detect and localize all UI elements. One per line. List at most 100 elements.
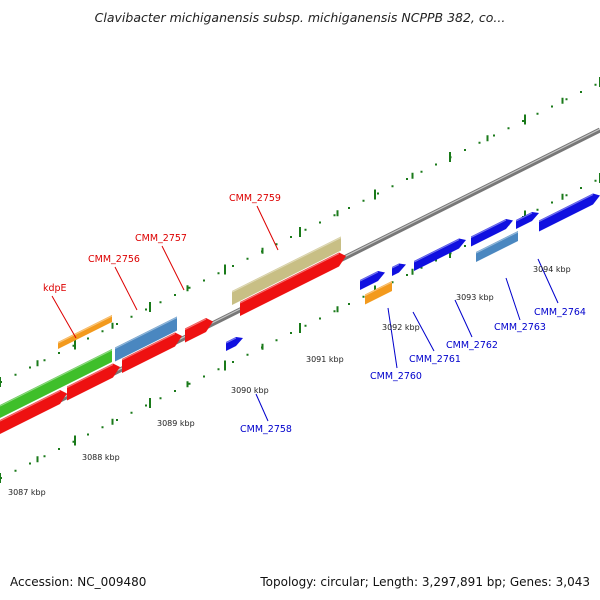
gene-arrow-rev-2[interactable] (471, 219, 513, 247)
scale-dot (406, 178, 408, 180)
gene-arrow-CMM_2759b-highlight (239, 253, 340, 304)
gene-label-CMM_2761[interactable]: CMM_2761 (409, 354, 461, 365)
gene-arrow-red-1-highlight (0, 390, 61, 422)
kbp-tick-label: 3094 kbp (533, 265, 571, 274)
scale-dot (72, 440, 75, 443)
label-leader-line (256, 205, 279, 251)
scale-dot (188, 382, 191, 385)
scale-dot (217, 272, 220, 275)
scale-dot (580, 91, 582, 93)
scale-dot (174, 390, 176, 392)
gene-arrow-rev-3[interactable] (516, 212, 539, 229)
gene-arrow-CMM_2758[interactable] (226, 337, 243, 351)
scale-dot (348, 207, 350, 209)
gene-bar-kdpE[interactable] (58, 315, 112, 349)
gene-features[interactable] (0, 193, 600, 435)
scale-dot (348, 303, 350, 305)
scale-dot (101, 426, 104, 429)
scale-dot (145, 404, 147, 407)
kbp-tick-labels: 3087 kbp 3088 kbp 3089 kbp 3090 kbp 3091 kbp… (8, 265, 571, 497)
accession-text: Accession: NC_009480 (10, 575, 147, 589)
scale-dot (565, 194, 568, 197)
map-title: Clavibacter michiganensis subsp. michiga… (94, 10, 506, 25)
label-leader-line (412, 311, 435, 352)
gene-bar-CMM_2756[interactable] (115, 316, 177, 362)
scale-dot (87, 433, 89, 436)
scale-dot (203, 279, 205, 282)
scale-dot (130, 411, 133, 414)
label-leader-line (161, 245, 185, 291)
scale-dot (565, 98, 568, 101)
gene-arrow-red-4[interactable] (185, 318, 213, 343)
gene-label-CMM_2759[interactable]: CMM_2759 (229, 193, 281, 204)
scale-dot (14, 373, 17, 376)
scale-dot (391, 281, 394, 284)
gene-arrow-red-2-highlight (66, 364, 114, 388)
gene-label-CMM_2760[interactable]: CMM_2760 (370, 371, 422, 382)
scale-dot (275, 339, 278, 342)
scale-dot (290, 332, 292, 334)
gene-bar-CMM_2756-highlight (114, 317, 178, 349)
scale-dot (159, 397, 162, 400)
scale-dot (594, 83, 597, 86)
label-leader-line (114, 266, 138, 311)
gene-label-kdpE[interactable]: kdpE (43, 283, 67, 294)
gene-label-CMM_2763[interactable]: CMM_2763 (494, 322, 546, 333)
scale-dot (29, 366, 31, 369)
gene-arrow-red-4-highlight (184, 318, 207, 330)
scale-dot (203, 375, 205, 378)
gene-bar-CMM_2760-highlight (364, 281, 393, 296)
gene-arrow-red-1[interactable] (0, 390, 67, 434)
scale-dot (522, 120, 524, 122)
scale-dot (232, 361, 234, 363)
scale-dot (159, 301, 162, 304)
gene-arrow-rev-1[interactable] (360, 271, 385, 290)
gene-arrow-CMM_2759b[interactable] (240, 252, 346, 317)
scale-dot (333, 214, 336, 217)
scale-dot (594, 179, 597, 182)
gene-bar-CMM_2760[interactable] (365, 281, 392, 305)
scale-dot (87, 337, 89, 340)
scale-dot (275, 243, 278, 246)
gene-label-CMM_2762[interactable]: CMM_2762 (446, 340, 498, 351)
gene-bar-green[interactable] (0, 349, 112, 418)
label-leader-line (255, 393, 269, 422)
scale-dot (29, 462, 31, 465)
label-leader-line (505, 277, 521, 321)
gene-arrow-CMM_2762-highlight (413, 239, 460, 263)
gene-arrow-CMM_2764[interactable] (539, 193, 600, 232)
scale-dot (145, 308, 147, 311)
scale-dot (130, 315, 133, 318)
gene-bar-CMM_2759[interactable] (232, 236, 341, 306)
scale-dot (464, 149, 466, 151)
gene-bar-CMM_2763[interactable] (476, 231, 518, 262)
scale-dot (72, 344, 75, 347)
scale-dot (536, 208, 539, 211)
scale-dot (43, 359, 46, 362)
gene-arrow-red-2[interactable] (67, 363, 120, 401)
gene-label-CMM_2758[interactable]: CMM_2758 (240, 424, 292, 435)
gene-bar-kdpE-highlight (57, 315, 113, 344)
scale-dot (377, 192, 379, 195)
scale-dot (580, 187, 582, 189)
scale-dot (43, 455, 46, 458)
scale-dot (507, 127, 510, 130)
gene-bar-CMM_2759-highlight (231, 237, 342, 293)
gene-arrow-CMM_2761[interactable] (392, 263, 406, 277)
scale-dot (362, 295, 365, 298)
label-leader-line (51, 295, 77, 339)
label-leader-line (454, 299, 473, 338)
gene-arrow-CMM_2762[interactable] (414, 238, 466, 272)
scale-dot (536, 112, 539, 115)
gene-arrow-CMM_2757[interactable] (122, 332, 182, 374)
scale-dot (420, 266, 423, 269)
gene-label-CMM_2764[interactable]: CMM_2764 (534, 307, 586, 318)
gene-label-CMM_2757[interactable]: CMM_2757 (135, 233, 187, 244)
gene-label-CMM_2756[interactable]: CMM_2756 (88, 254, 140, 265)
scale-dot (217, 368, 220, 371)
kbp-tick-label: 3089 kbp (157, 419, 195, 428)
kbp-tick-label: 3088 kbp (82, 453, 120, 462)
scale-dot (58, 352, 60, 354)
gene-arrow-CMM_2764-highlight (538, 194, 594, 222)
